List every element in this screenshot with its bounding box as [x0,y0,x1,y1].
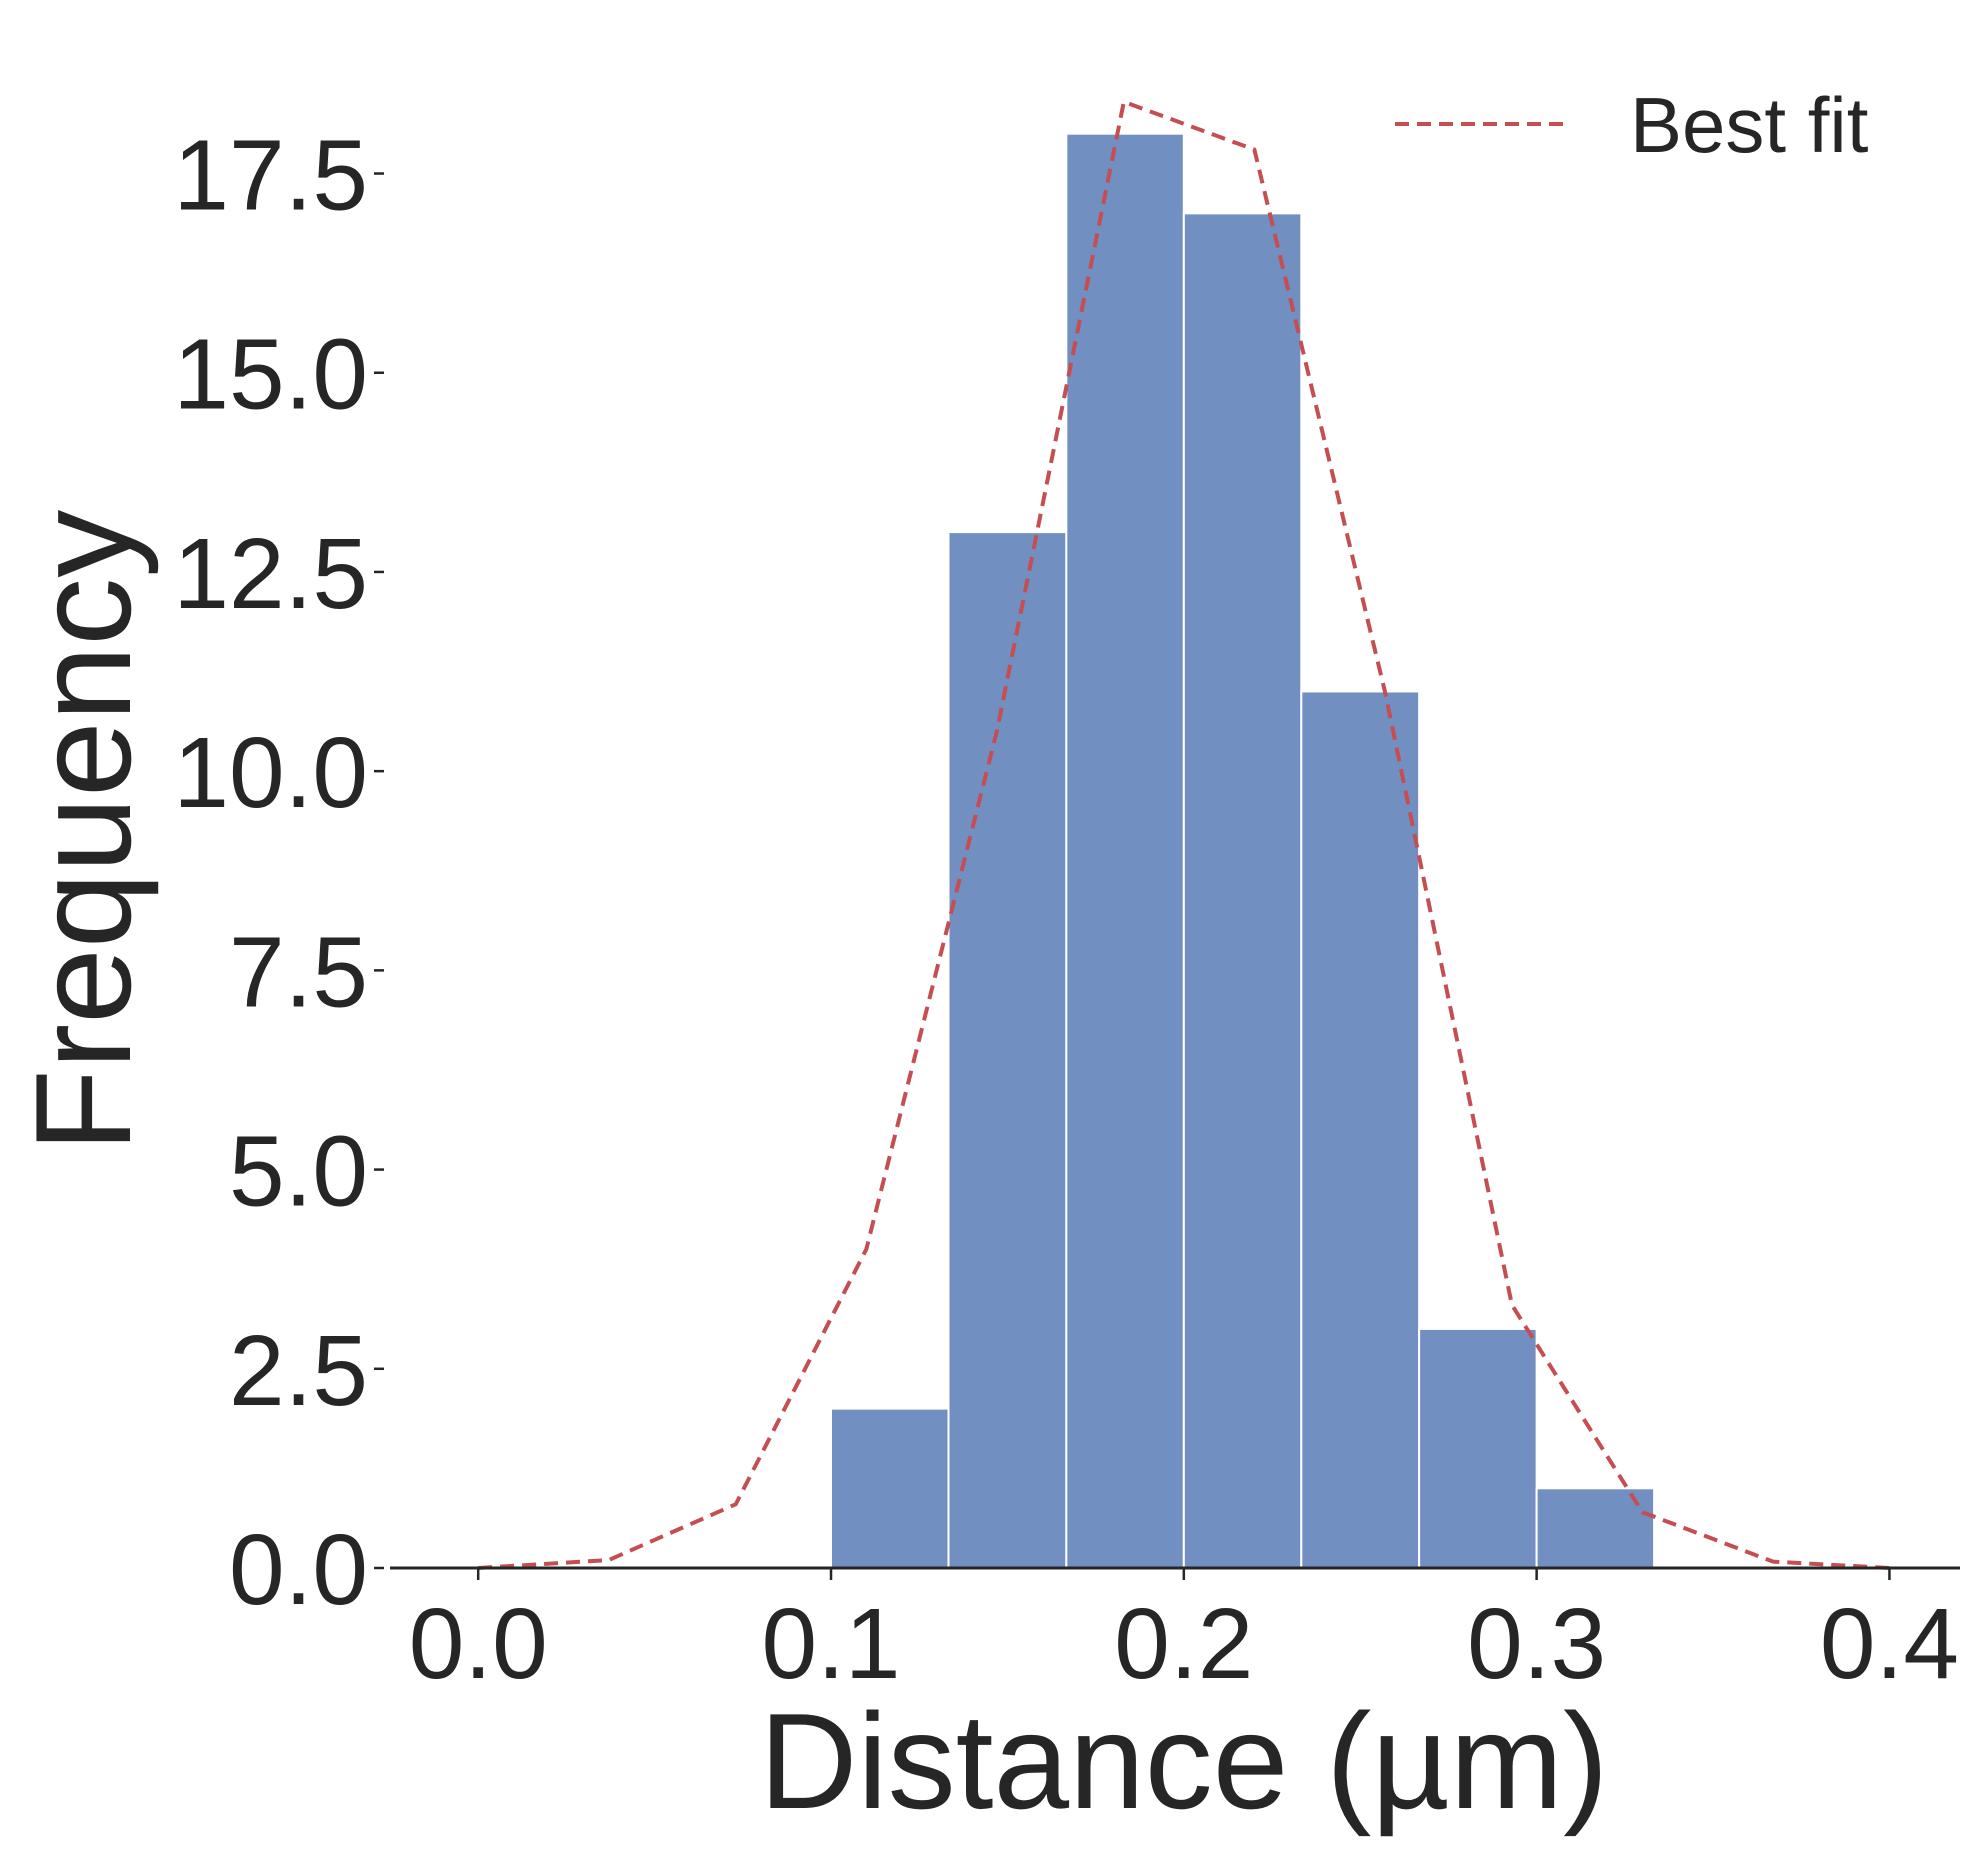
x-axis-title: Distance (µm) [759,1685,1608,1837]
histogram-bar-4 [1300,690,1421,1569]
x-tick-label: 0.2 [1114,1588,1253,1700]
x-tick-label: 0.1 [762,1588,901,1700]
legend-label-best-fit: Best fit [1630,81,1869,169]
y-tick-label: 5.0 [229,1116,368,1228]
x-tick-label: 0.0 [409,1588,548,1700]
legend: Best fit [1395,81,1869,169]
y-tick-label: 7.5 [229,916,368,1028]
x-tick-label: 0.3 [1467,1588,1606,1700]
y-tick-label: 2.5 [229,1315,368,1427]
histogram-bars [830,132,1656,1570]
y-axis-title: Frequency [7,510,159,1153]
histogram-bar-0 [830,1407,950,1570]
histogram-bar-2 [1065,132,1185,1569]
series-line-best-fit [478,99,1890,1570]
y-tick-label: 0.0 [229,1514,368,1626]
x-tick-label: 0.4 [1820,1588,1959,1700]
histogram-bar-5 [1418,1327,1538,1570]
y-tick-label: 15.0 [173,319,368,431]
histogram-bar-3 [1182,212,1303,1570]
y-tick-label: 17.5 [173,120,368,232]
y-tick-label: 12.5 [173,518,368,630]
best-fit-series [478,99,1890,1570]
x-axis-ticks: 0.0 0.1 0.2 0.3 0.4 [409,1568,1959,1700]
y-axis-ticks: 0.0 2.5 5.0 7.5 10.0 12.5 15.0 17.5 [173,120,384,1626]
histogram-bar-1 [947,531,1068,1570]
y-tick-label: 10.0 [173,717,368,829]
